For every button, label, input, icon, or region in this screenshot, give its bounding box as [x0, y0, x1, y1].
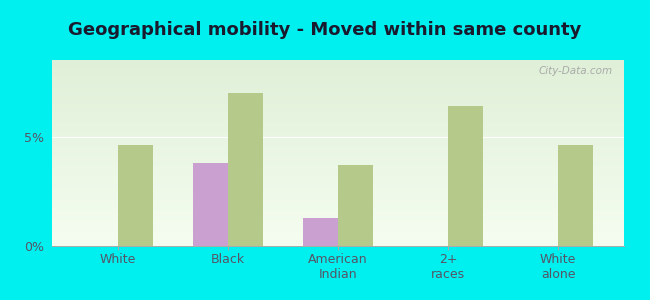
Text: Geographical mobility - Moved within same county: Geographical mobility - Moved within sam…: [68, 21, 582, 39]
Bar: [118, 145, 153, 246]
Text: City-Data.com: City-Data.com: [538, 66, 612, 76]
Bar: [558, 145, 593, 246]
Bar: [193, 163, 228, 246]
Bar: [228, 93, 263, 246]
Bar: [303, 218, 338, 246]
Bar: [448, 106, 483, 246]
Bar: [338, 165, 373, 246]
